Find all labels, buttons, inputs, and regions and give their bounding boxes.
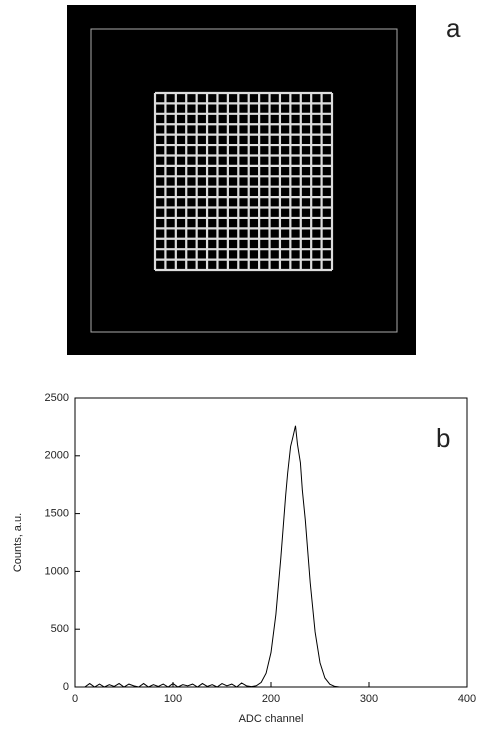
- image-background: [67, 5, 416, 355]
- y-axis-label: Counts, a.u.: [12, 513, 24, 572]
- x-tick-label: 100: [164, 693, 182, 705]
- x-tick-label: 300: [360, 693, 378, 705]
- panel-b: 0 500 1000 1500 2000 2500 0 100 200 300 400 ADC cha…: [12, 392, 476, 725]
- x-tick-label: 200: [262, 693, 280, 705]
- y-tick-label: 2500: [45, 392, 69, 404]
- data-line: [85, 426, 340, 687]
- y-tick-label: 0: [63, 681, 69, 693]
- figure: a 0 500 1000 1500 2000 2500 0 100 200 300 400 ADC c…: [0, 0, 482, 730]
- x-tick-label: 0: [72, 693, 78, 705]
- x-tick-label: 400: [458, 693, 476, 705]
- y-tick-label: 1500: [45, 508, 69, 520]
- y-tick-label: 1000: [45, 565, 69, 577]
- panel-label: b: [436, 423, 450, 453]
- x-axis-label: ADC channel: [239, 713, 304, 725]
- plot-frame: [75, 398, 467, 687]
- y-tick-label: 2000: [45, 450, 69, 462]
- y-tick-label: 500: [51, 623, 69, 635]
- panel-a: a: [67, 5, 461, 355]
- panel-label: a: [446, 13, 461, 43]
